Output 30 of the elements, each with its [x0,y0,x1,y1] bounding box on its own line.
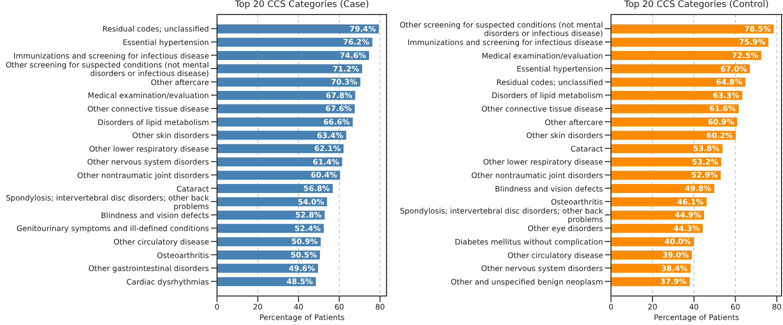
bar [217,38,372,47]
bar [217,210,325,220]
bar [217,170,340,180]
bar [611,104,739,114]
bar [611,50,762,60]
bar [611,157,722,166]
bar [217,90,356,100]
bar [217,117,353,126]
bar [217,144,344,154]
chart-title: Top 20 CCS Categories (Case) [234,0,370,10]
bar [217,224,324,233]
bar [217,184,333,193]
bar [611,38,768,47]
bar [611,24,774,34]
bar [217,197,328,206]
bar [217,78,360,87]
bar [217,130,346,140]
bar [611,78,746,87]
bar [611,130,736,140]
bar [217,104,355,114]
bar [611,170,721,180]
bar [611,64,750,74]
bar [611,90,742,100]
chart-title: Top 20 CCS Categories (Control) [623,0,770,10]
bar [611,144,723,154]
bar [217,157,342,166]
bar [217,24,379,34]
bar [217,64,362,74]
bar [217,50,370,60]
bar [611,117,738,126]
